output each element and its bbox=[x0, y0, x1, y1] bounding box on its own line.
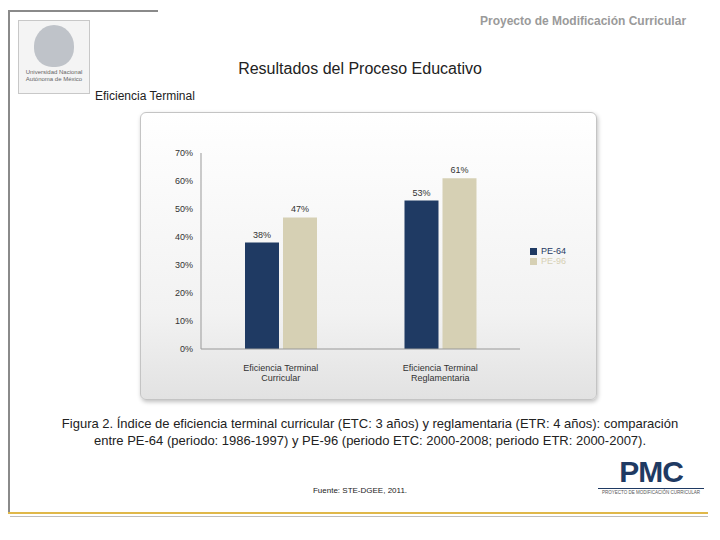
svg-text:40%: 40% bbox=[175, 232, 193, 242]
svg-text:20%: 20% bbox=[175, 288, 193, 298]
svg-text:Eficiencia TerminalCurricular: Eficiencia TerminalCurricular bbox=[243, 363, 318, 383]
svg-text:0%: 0% bbox=[180, 344, 193, 354]
svg-text:Eficiencia TerminalReglamentar: Eficiencia TerminalReglamentaria bbox=[403, 363, 478, 383]
html-text:Resultados del Proceso Educati: Resultados del Proceso Educativo bbox=[238, 60, 482, 77]
html-text:Figura 2. Índice de eficiencia: Figura 2. Índice de eficiencia terminal … bbox=[61, 416, 679, 448]
svg-text:38%: 38% bbox=[253, 230, 271, 240]
html-text:PROYECTO DE MODIFICACIÓN CURRI: PROYECTO DE MODIFICACIÓN CURRICULAR bbox=[602, 490, 700, 495]
svg-text:61%: 61% bbox=[450, 165, 468, 175]
svg-text:47%: 47% bbox=[291, 204, 309, 214]
html-text:Proyecto de Modificación Curri: Proyecto de Modificación Curricular bbox=[480, 14, 686, 28]
html-text:PMC: PMC bbox=[619, 455, 683, 488]
svg-text:53%: 53% bbox=[412, 188, 430, 198]
svg-text:60%: 60% bbox=[175, 176, 193, 186]
html-text:PE-64: PE-64 bbox=[541, 246, 566, 256]
svg-text:50%: 50% bbox=[175, 204, 193, 214]
html-text:Universidad Nacional Autónoma: Universidad Nacional Autónoma de México bbox=[25, 69, 83, 82]
html-text:Eficiencia Terminal: Eficiencia Terminal bbox=[95, 89, 195, 103]
svg-text:70%: 70% bbox=[175, 148, 193, 158]
svg-text:30%: 30% bbox=[175, 260, 193, 270]
svg-text:10%: 10% bbox=[175, 316, 193, 326]
html-text:Fuente: STE-DGEE, 2011.: Fuente: STE-DGEE, 2011. bbox=[312, 486, 408, 495]
html-text:PE-96: PE-96 bbox=[541, 256, 566, 266]
